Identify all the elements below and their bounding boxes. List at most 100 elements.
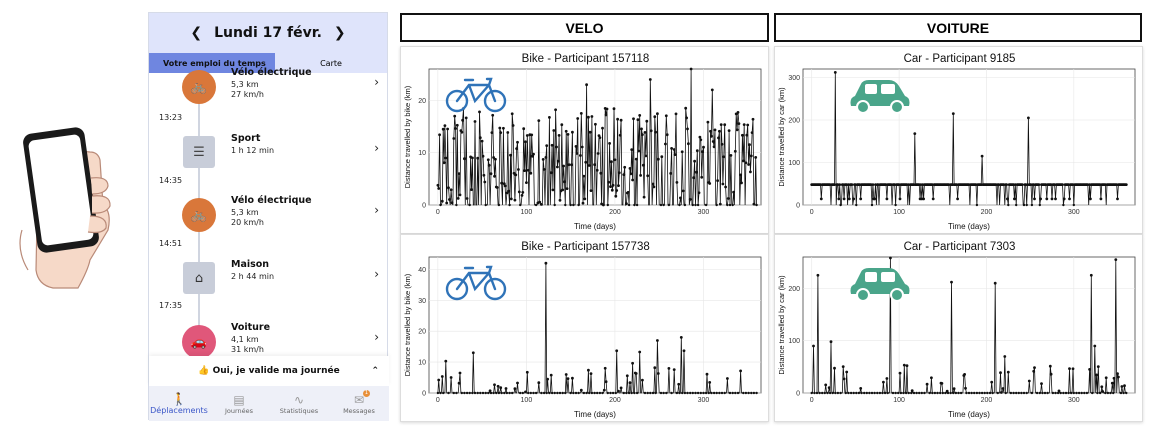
data-point — [735, 128, 739, 132]
data-point — [878, 391, 882, 395]
data-point — [551, 188, 555, 192]
chart-title: Car - Participant 7303 — [904, 241, 1016, 253]
data-point — [1072, 391, 1075, 395]
data-point — [617, 171, 621, 175]
activity-item[interactable]: 🚲 Vélo électrique 5,3 km 20 km/h › — [149, 193, 389, 235]
nav-messages[interactable]: ✉ 1 Messages — [329, 386, 389, 421]
activity-item[interactable]: ⌂ Maison 2 h 44 min › — [149, 257, 389, 299]
data-point — [1030, 391, 1034, 395]
prev-day-button[interactable]: ❮ — [190, 25, 203, 41]
data-point — [1049, 372, 1053, 376]
data-point — [656, 157, 660, 161]
data-point — [899, 391, 903, 395]
car-window — [881, 272, 895, 282]
data-point — [587, 115, 590, 119]
data-point — [436, 391, 440, 395]
data-point — [616, 117, 619, 121]
data-point — [726, 197, 730, 200]
activity-speed: 31 km/h — [231, 345, 264, 354]
data-point — [447, 391, 450, 395]
activity-item[interactable]: ☰ Sport 1 h 12 min › — [149, 131, 389, 173]
data-point — [649, 391, 652, 395]
data-point — [1116, 372, 1119, 376]
data-point — [577, 391, 580, 395]
data-point — [554, 108, 557, 112]
data-point — [707, 391, 710, 395]
timeline: 🚲 Vélo électrique 5,3 km 27 km/h › 13:23… — [149, 67, 389, 363]
data-point — [488, 389, 492, 393]
data-point — [1099, 197, 1103, 201]
data-point — [452, 391, 455, 395]
data-point — [1109, 391, 1112, 395]
y-tick-label: 0 — [422, 391, 426, 398]
wheel — [445, 277, 469, 301]
data-point — [521, 391, 524, 395]
data-point — [682, 349, 686, 353]
data-point — [542, 168, 546, 171]
data-point — [1032, 369, 1036, 373]
data-point — [967, 391, 971, 395]
data-point — [933, 391, 937, 395]
data-point — [1057, 389, 1061, 393]
tab-map[interactable]: Carte — [275, 53, 387, 73]
data-point — [544, 156, 548, 159]
data-point — [619, 118, 623, 122]
data-point — [625, 374, 629, 378]
data-point — [684, 106, 688, 110]
data-point — [824, 383, 828, 387]
data-point — [729, 154, 733, 157]
data-point — [990, 380, 994, 384]
activity-item[interactable]: 🚲 Vélo électrique 5,3 km 27 km/h › — [149, 65, 389, 107]
activity-title: Vélo électrique — [231, 67, 312, 78]
data-point — [471, 391, 474, 395]
nav-statistiques[interactable]: ∿ Statistiques — [269, 386, 329, 421]
data-point — [610, 188, 614, 192]
nav-deplacements[interactable]: 🚶 Déplacements — [149, 386, 209, 421]
data-point — [677, 382, 681, 386]
data-point — [631, 361, 634, 365]
data-point — [696, 203, 700, 207]
data-point — [596, 152, 600, 155]
data-point — [571, 130, 574, 134]
data-point — [564, 373, 568, 376]
data-point — [672, 368, 676, 371]
data-point — [664, 114, 668, 118]
data-point — [622, 391, 625, 395]
data-point — [1114, 258, 1118, 261]
data-point — [1089, 197, 1092, 201]
data-point — [701, 150, 704, 153]
data-point — [1033, 197, 1036, 201]
chart-bike-157118: Bike - Participant 157118 0 100 200 300 0 10 20… — [403, 53, 762, 231]
x-tick-label: 300 — [1068, 397, 1080, 404]
data-point — [499, 386, 503, 390]
tab-schedule[interactable]: Votre emploi du temps — [149, 53, 275, 73]
validate-day-button[interactable]: 👍 Oui, je valide ma journée ⌃ — [149, 356, 389, 386]
data-point — [711, 140, 715, 143]
data-point — [603, 366, 607, 370]
data-point — [1120, 385, 1124, 388]
data-point — [455, 123, 459, 127]
activity-item[interactable]: 🚗 Voiture 4,1 km 31 km/h › — [149, 320, 389, 362]
hand-phone-illustration — [19, 127, 111, 289]
data-point — [819, 197, 823, 201]
data-point — [871, 183, 875, 187]
data-point — [681, 189, 685, 193]
data-point — [675, 181, 679, 184]
data-point — [1104, 391, 1107, 395]
data-point — [634, 157, 638, 161]
data-point — [572, 391, 575, 395]
data-point — [742, 123, 746, 126]
data-point — [444, 156, 448, 160]
data-point — [983, 391, 986, 395]
velo-header: VELO — [400, 13, 769, 42]
data-point — [1072, 203, 1075, 207]
data-point — [865, 391, 868, 395]
data-point — [737, 122, 741, 125]
data-point — [553, 203, 556, 207]
data-point — [460, 130, 464, 134]
data-point — [973, 391, 976, 395]
nav-journees[interactable]: ▤ Journées — [209, 386, 269, 421]
data-point — [699, 138, 703, 142]
next-day-button[interactable]: ❯ — [333, 25, 346, 41]
data-point — [689, 391, 692, 395]
